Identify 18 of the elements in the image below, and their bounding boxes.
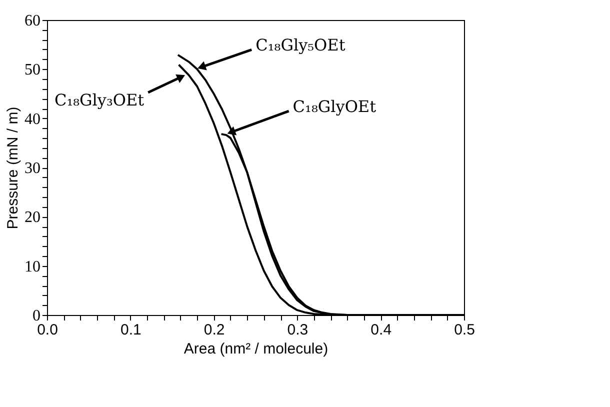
- x-tick-label: 0.4: [370, 322, 392, 338]
- annotation: C₁₈Gly₃OEt: [54, 90, 145, 110]
- x-tick-label: 0.2: [204, 322, 225, 338]
- x-tick-label: 0.5: [454, 322, 475, 338]
- annotation: C₁₈Gly₅OEt: [256, 36, 346, 55]
- x-tick-label: 0.1: [120, 322, 142, 338]
- annotation: C₁₈GlyOEt: [292, 97, 377, 116]
- y-tick-label: 50: [24, 62, 40, 79]
- y-tick-label: 60: [24, 12, 40, 30]
- x-axis-title: Area (nm² / molecule): [184, 340, 328, 358]
- y-tick-label: 10: [24, 258, 40, 276]
- y-axis-title: Pressure (mN / m): [4, 106, 22, 230]
- x-tick-label: 0.3: [287, 322, 308, 338]
- y-tick-label: 0: [32, 308, 40, 324]
- y-tick-label: 40: [24, 110, 40, 128]
- y-tick-label: 30: [24, 160, 40, 177]
- y-tick-label: 20: [24, 209, 40, 226]
- x-tick-label: 0.0: [37, 322, 58, 338]
